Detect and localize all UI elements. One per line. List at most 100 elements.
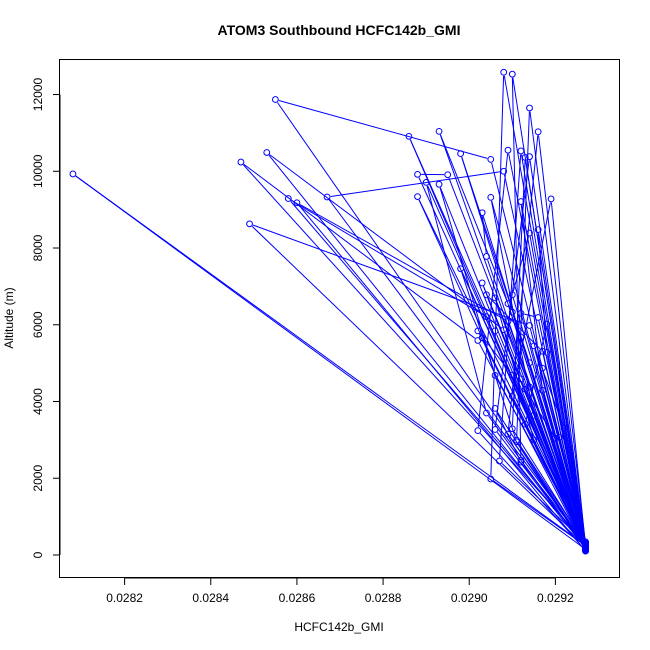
- data-point: [246, 220, 253, 228]
- data-point: [530, 411, 538, 419]
- data-point: [539, 364, 546, 372]
- y-tick-label: 12000: [31, 78, 45, 112]
- data-point: [483, 409, 490, 417]
- data-point: [582, 539, 589, 547]
- data-point: [474, 427, 482, 435]
- series-line-segment: [243, 163, 476, 339]
- series-line-segment: [487, 259, 585, 545]
- data-point: [500, 326, 508, 334]
- y-tick-label: 0: [31, 551, 45, 558]
- series-line-segment: [496, 411, 585, 547]
- series-line-segment: [461, 271, 585, 540]
- data-point: [405, 132, 413, 140]
- data-point: [491, 405, 499, 412]
- data-point: [478, 334, 486, 342]
- data-point: [271, 96, 279, 103]
- data-point: [534, 226, 542, 233]
- series-line-segment: [461, 156, 585, 547]
- series-line-segment: [418, 199, 482, 335]
- series-line-segment: [538, 233, 586, 541]
- data-point: [560, 424, 568, 432]
- series-line-segment: [546, 327, 586, 541]
- data-point: [444, 171, 452, 179]
- data-point: [534, 128, 542, 136]
- series-line-segment: [555, 441, 586, 547]
- series-line-segment: [328, 199, 584, 541]
- data-point: [422, 179, 430, 186]
- series-line-segment: [490, 200, 534, 412]
- series-line-segment: [439, 134, 508, 301]
- data-point: [491, 426, 499, 433]
- series-line-segment: [512, 236, 530, 292]
- data-point: [284, 195, 292, 202]
- data-point: [483, 291, 490, 299]
- data-point: [263, 149, 271, 156]
- y-axis-label: Altitude (m): [2, 287, 16, 348]
- series-line-segment: [242, 164, 584, 541]
- series-line-segment: [564, 431, 586, 545]
- data-point: [414, 170, 421, 178]
- series-line-segment: [461, 272, 516, 439]
- data-point: [530, 342, 538, 350]
- series-line-segment: [418, 199, 585, 539]
- series-line-segment: [495, 301, 534, 437]
- x-tick-label: 0.0288: [365, 591, 402, 605]
- series-line-segment: [496, 411, 520, 460]
- data-point: [517, 458, 525, 466]
- data-point: [474, 327, 482, 335]
- data-point: [508, 371, 516, 379]
- data-point: [237, 158, 245, 166]
- series-line-segment: [521, 340, 585, 548]
- data-point: [323, 193, 331, 201]
- series-line-segment: [495, 160, 530, 426]
- series-line-segment: [513, 315, 521, 334]
- series-line-segment: [490, 75, 505, 476]
- data-point: [478, 279, 486, 287]
- data-point: [491, 372, 499, 379]
- series-line-segment: [291, 199, 484, 316]
- plot-area: [69, 68, 589, 555]
- data-point: [508, 291, 516, 299]
- data-point: [582, 546, 589, 554]
- series-line-segment: [501, 463, 584, 541]
- y-axis: 0 2000 4000 6000 8000 10000 12000: [31, 78, 61, 558]
- data-point: [491, 294, 499, 302]
- data-point: [495, 457, 503, 465]
- data-point: [543, 348, 551, 356]
- series-HCFC142b_GMI: [69, 68, 589, 555]
- data-point: [517, 198, 525, 205]
- data-point: [457, 150, 465, 158]
- series-line-segment: [525, 160, 586, 545]
- series-line-segment: [512, 202, 551, 393]
- series-line-segment: [75, 175, 583, 544]
- y-tick-label: 4000: [31, 388, 45, 415]
- x-axis-label: HCFC142b_GMI: [294, 620, 383, 634]
- x-tick-label: 0.0284: [192, 591, 229, 605]
- series-line-segment: [525, 327, 547, 421]
- data-point: [483, 313, 490, 321]
- data-point: [435, 180, 443, 188]
- series-line-segment: [483, 286, 521, 376]
- series-line-segment: [542, 371, 560, 434]
- data-point: [534, 314, 542, 321]
- data-point: [478, 209, 486, 217]
- data-point: [504, 300, 512, 308]
- data-point: [508, 425, 516, 433]
- series-line-segment: [409, 139, 495, 328]
- data-point: [582, 541, 589, 549]
- data-point: [508, 392, 516, 400]
- series-line-segment: [538, 135, 586, 541]
- series-line-segment: [550, 202, 586, 544]
- data-point: [504, 146, 512, 154]
- series-line-segment: [251, 225, 584, 545]
- data-point: [517, 456, 525, 464]
- series-line-segment: [298, 205, 584, 549]
- data-point: [530, 436, 538, 444]
- series-line-segment: [269, 154, 502, 328]
- data-point: [526, 229, 533, 237]
- data-point: [521, 385, 529, 393]
- data-point: [517, 147, 525, 155]
- data-point: [521, 154, 529, 161]
- series-line-segment: [278, 100, 488, 159]
- data-point: [547, 195, 555, 203]
